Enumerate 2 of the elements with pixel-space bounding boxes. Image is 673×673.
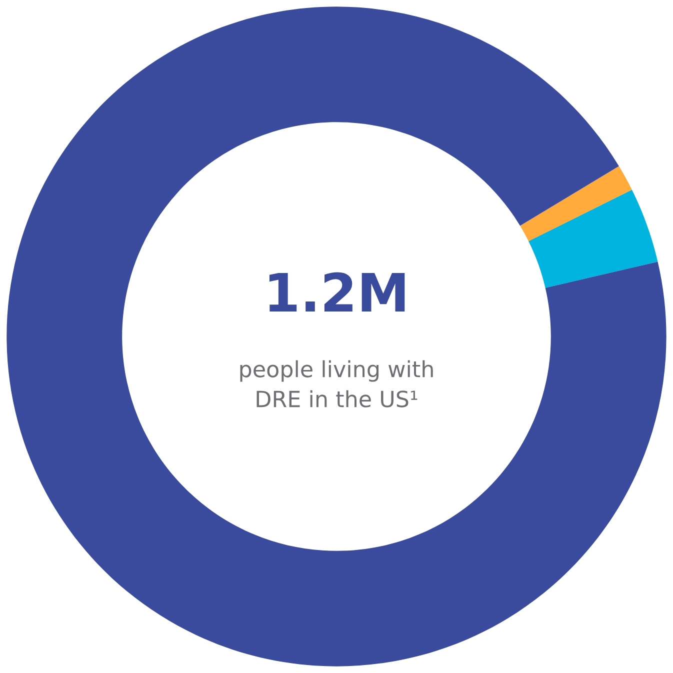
- text: people living with DRE in the US¹: [240, 360, 433, 408]
- text: 1.2M: [269, 272, 405, 312]
